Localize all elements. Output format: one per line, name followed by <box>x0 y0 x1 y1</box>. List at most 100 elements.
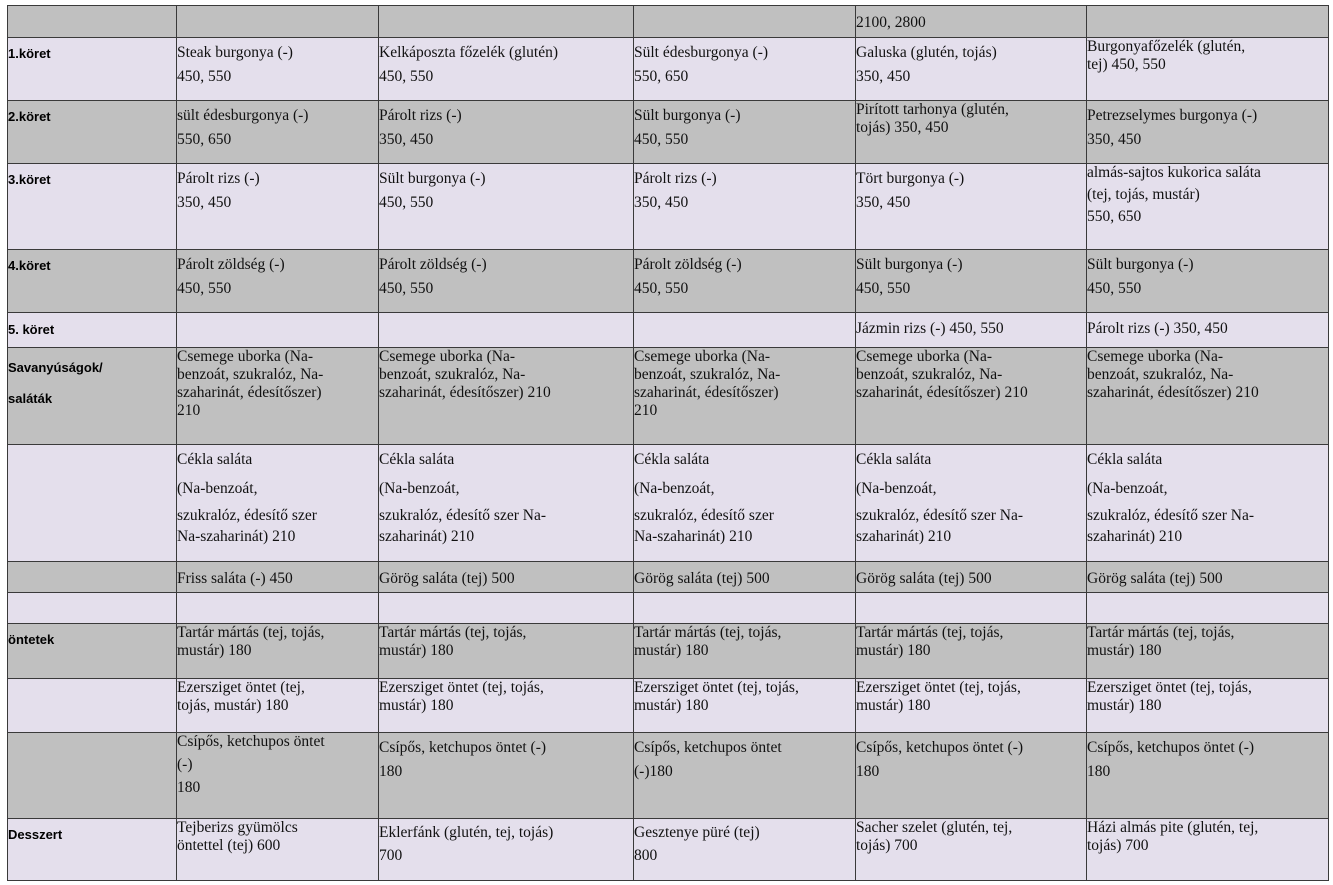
table-cell: Görög saláta (tej) 500 <box>633 561 856 593</box>
cell-line: Cékla saláta <box>177 451 253 468</box>
cell-line: Jázmin rizs (-) 450, 550 <box>856 320 1004 337</box>
cell-line: benzoát, szukralóz, Na- <box>177 366 324 383</box>
cell-line: Sült burgonya (-) <box>1087 256 1194 273</box>
cell-line: Görög saláta (tej) 500 <box>379 570 515 587</box>
table-cell: Csípős, ketchupos öntet (-) 180 <box>855 732 1087 819</box>
cell-line: Ezersziget öntet (tej, tojás, <box>379 679 544 696</box>
cell-line: mustár) 180 <box>177 642 252 659</box>
cell-line: Csípős, ketchupos öntet (-) <box>1087 739 1255 756</box>
cell-line: Ezersziget öntet (tej, tojás, <box>634 679 799 696</box>
cell-line: Ezersziget öntet (tej, <box>177 679 305 696</box>
cell-line: 350, 450 <box>1087 131 1142 148</box>
cell-line: Párolt rizs (-) <box>634 170 717 187</box>
table-cell: Csemege uborka (Na- benzoát, szukralóz, … <box>633 347 856 445</box>
menu-table: 2100, 2800 1.köret Steak burgonya (-) 45… <box>7 5 1329 881</box>
table-cell <box>633 592 856 624</box>
table-cell: Tört burgonya (-) 350, 450 <box>855 163 1087 250</box>
cell-line: szukralóz, édesítő szer <box>634 507 774 524</box>
table-cell: Steak burgonya (-) 450, 550 <box>176 37 379 101</box>
table-row: Ezersziget öntet (tej, tojás, mustár) 18… <box>7 678 1329 733</box>
cell-line: benzoát, szukralóz, Na- <box>1087 366 1234 383</box>
table-cell <box>378 312 634 348</box>
cell-line: szukralóz, édesítő szer Na- <box>1087 507 1254 524</box>
cell-line: Csípős, ketchupos öntet (-) <box>379 739 547 756</box>
table-cell: Párolt rizs (-) 350, 450 <box>176 163 379 250</box>
table-cell: Csemege uborka (Na- benzoát, szukralóz, … <box>378 347 634 445</box>
table-cell: Ezersziget öntet (tej, tojás, mustár) 18… <box>378 678 634 733</box>
cell-line: 550, 650 <box>1087 208 1142 225</box>
table-cell <box>378 5 634 38</box>
cell-line: Cékla saláta <box>856 451 932 468</box>
cell-line: Görög saláta (tej) 500 <box>856 570 992 587</box>
table-cell: Ezersziget öntet (tej, tojás, mustár) 18… <box>176 678 379 733</box>
table-cell: Csípős, ketchupos öntet (-)180 <box>633 732 856 819</box>
row-label: 2.köret <box>7 100 177 164</box>
cell-line: 450, 550 <box>379 280 434 297</box>
cell-line: Sült burgonya (-) <box>634 107 741 124</box>
table-row: öntetek Tartár mártás (tej, tojás, mustá… <box>7 623 1329 679</box>
cell-line: Sült burgonya (-) <box>856 256 963 273</box>
table-cell: Kelkáposzta főzelék (glutén) 450, 550 <box>378 37 634 101</box>
cell-line: tojás) 350, 450 <box>856 119 949 136</box>
cell-line: Csemege uborka (Na- <box>856 348 993 365</box>
table-cell: Párolt rizs (-) 350, 450 <box>1086 312 1329 348</box>
cell-line: Steak burgonya (-) <box>177 44 293 61</box>
table-cell <box>1086 592 1329 624</box>
cell-line: 350, 450 <box>856 194 911 211</box>
row-label: 1.köret <box>7 37 177 101</box>
cell-line: öntettel (tej) 600 <box>177 837 281 854</box>
cell-line: (Na-benzoát, <box>634 480 715 497</box>
table-cell: Tejberizs gyümölcs öntettel (tej) 600 <box>176 818 379 881</box>
cell-line: Csemege uborka (Na- <box>177 348 314 365</box>
table-cell <box>176 5 379 38</box>
cell-line: 800 <box>634 847 658 864</box>
cell-line: 450, 550 <box>177 280 232 297</box>
table-cell: Tartár mártás (tej, tojás, mustár) 180 <box>378 623 634 679</box>
cell-line: szaharinát, édesítőszer) <box>634 384 779 401</box>
row-label-text: öntetek <box>8 632 55 647</box>
cell-line: almás-sajtos kukorica saláta <box>1087 164 1261 181</box>
cell-line: szaharinát, édesítőszer) 210 <box>1087 384 1259 401</box>
cell-line: 180 <box>856 763 880 780</box>
table-cell: 2100, 2800 <box>855 5 1087 38</box>
table-cell: Párolt zöldség (-) 450, 550 <box>633 249 856 313</box>
cell-line: Tartár mártás (tej, tojás, <box>177 624 325 641</box>
cell-line: Csemege uborka (Na- <box>1087 348 1224 365</box>
cell-line: tojás) 700 <box>1087 837 1149 854</box>
row-label: öntetek <box>7 623 177 679</box>
row-label-text: saláták <box>8 391 53 406</box>
cell-line: szukralóz, édesítő szer Na- <box>379 507 546 524</box>
cell-line: Na-szaharinát) 210 <box>177 528 296 545</box>
table-cell: Pirított tarhonya (glutén, tojás) 350, 4… <box>855 100 1087 164</box>
cell-line: 2100, 2800 <box>856 14 926 31</box>
cell-line: (Na-benzoát, <box>856 480 937 497</box>
table-cell: Görög saláta (tej) 500 <box>855 561 1087 593</box>
table-cell: Galuska (glutén, tojás) 350, 450 <box>855 37 1087 101</box>
cell-line: Pirított tarhonya (glutén, <box>856 101 1009 118</box>
row-label <box>7 732 177 819</box>
table-cell: Eklerfánk (glutén, tej, tojás) 700 <box>378 818 634 881</box>
cell-line: Kelkáposzta főzelék (glutén) <box>379 44 559 61</box>
table-row: 4.köret Párolt zöldség (-) 450, 550 Páro… <box>7 249 1329 313</box>
cell-line: Friss saláta (-) 450 <box>177 570 293 587</box>
cell-line: szaharinát, édesítőszer) 210 <box>379 384 551 401</box>
table-cell: Cékla saláta (Na-benzoát, szukralóz, éde… <box>378 444 634 562</box>
table-row: Csípős, ketchupos öntet (-) 180 Csípős, … <box>7 732 1329 819</box>
cell-line: 450, 550 <box>379 194 434 211</box>
cell-line: Párolt zöldség (-) <box>634 256 742 273</box>
row-label-text: 3.köret <box>8 172 51 187</box>
cell-line: Sült édesburgonya (-) <box>634 44 769 61</box>
cell-line: mustár) 180 <box>634 642 709 659</box>
cell-line: 180 <box>1087 763 1111 780</box>
table-cell: Petrezselymes burgonya (-) 350, 450 <box>1086 100 1329 164</box>
table-cell: Párolt rizs (-) 350, 450 <box>633 163 856 250</box>
table-cell: Görög saláta (tej) 500 <box>1086 561 1329 593</box>
cell-line: benzoát, szukralóz, Na- <box>856 366 1003 383</box>
table-cell: Párolt zöldség (-) 450, 550 <box>176 249 379 313</box>
table-cell: Házi almás pite (glutén, tej, tojás) 700 <box>1086 818 1329 881</box>
cell-line: Galuska (glutén, tojás) <box>856 44 997 61</box>
cell-line: mustár) 180 <box>856 642 931 659</box>
cell-line: Párolt rizs (-) 350, 450 <box>1087 320 1228 337</box>
cell-line: 450, 550 <box>856 280 911 297</box>
table-cell: Párolt zöldség (-) 450, 550 <box>378 249 634 313</box>
